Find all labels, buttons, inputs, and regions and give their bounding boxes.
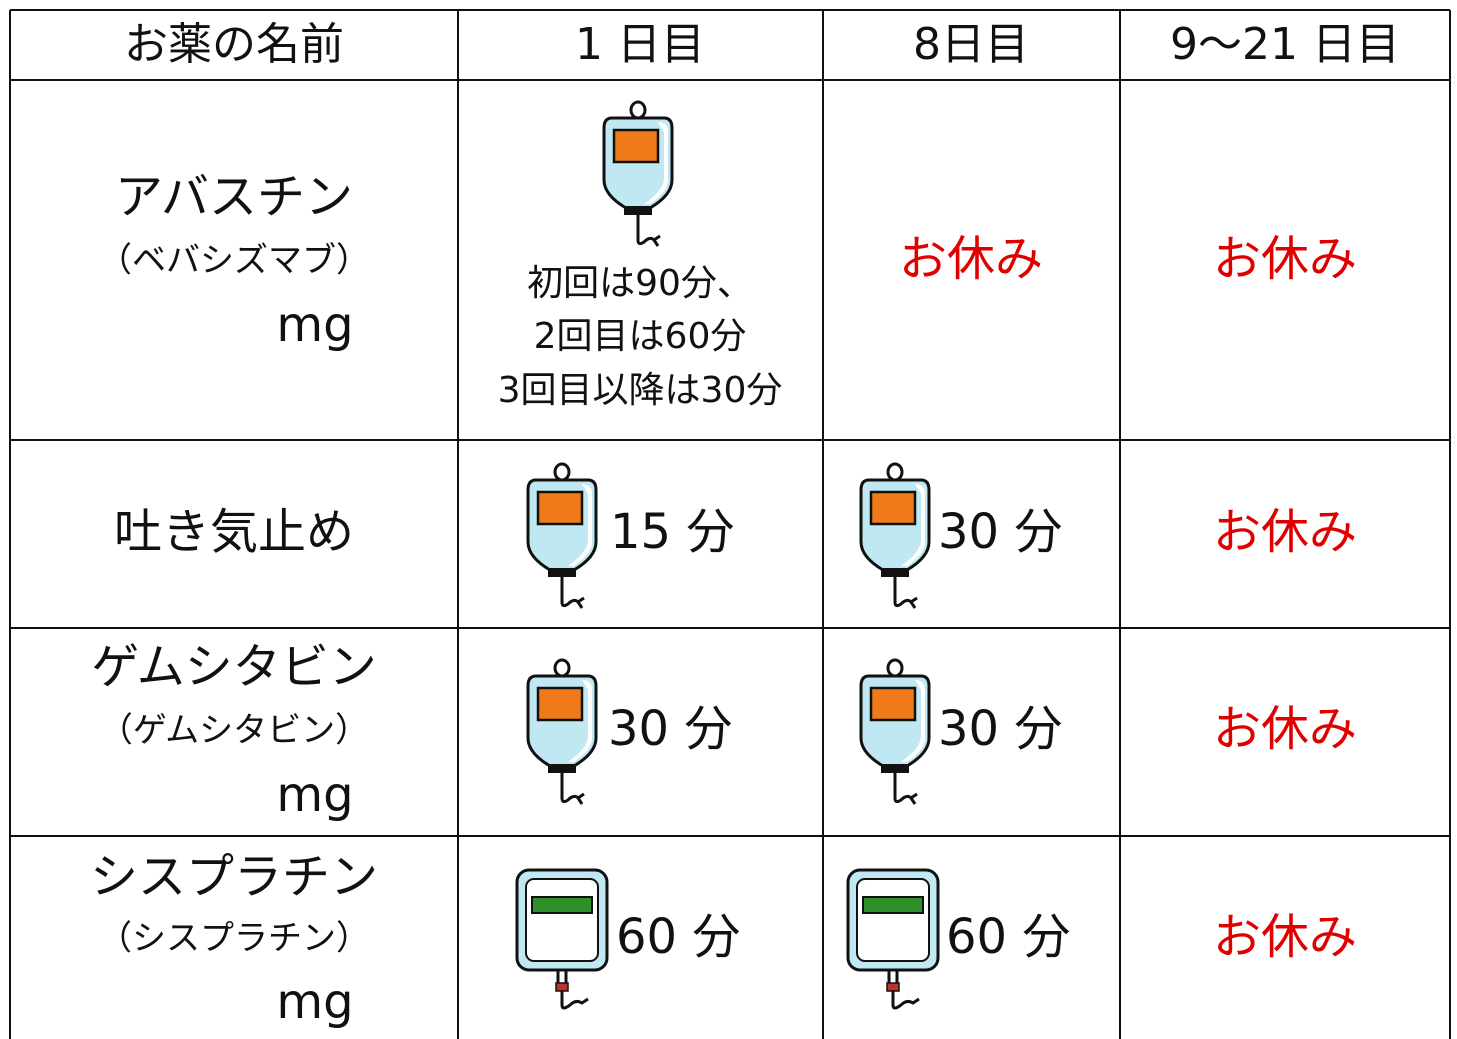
rest-day: お休み [1213,231,1357,287]
iv-bag-icon [859,658,931,806]
iv-bag-icon [526,658,598,806]
duration: 60 分 [616,909,740,965]
duration-note: 初回は90分、 [527,263,753,304]
drug-name: ゲムシタビン [91,639,377,695]
duration-note: 3回目以降は30分 [498,370,783,411]
generic-name: （ゲムシタビン） [99,711,369,751]
header-cell: 8日目 [913,19,1029,70]
drug-name: シスプラチン [90,849,378,905]
generic-name: （ベバシズマブ） [98,241,370,281]
pump-bag-icon [515,868,609,1010]
header-cell: 1 日目 [575,19,705,70]
header-cell: 9〜21 日目 [1170,19,1400,70]
pump-bag-icon [846,868,940,1010]
iv-bag-icon [602,100,674,248]
iv-bag-icon [859,462,931,610]
duration: 30 分 [608,701,732,757]
duration: 30 分 [938,504,1062,560]
duration: 60 分 [946,909,1070,965]
dose-unit: mg [276,974,353,1030]
duration-note: 2回目は60分 [534,316,747,357]
rest-day: お休み [1213,504,1357,560]
rest-day: お休み [1213,701,1357,757]
drug-name: 吐き気止め [114,504,354,560]
dose-unit: mg [276,297,353,353]
drug-name: アバスチン [115,169,353,225]
header-cell: お薬の名前 [124,19,344,70]
rest-day: お休み [1213,909,1357,965]
iv-bag-icon [526,462,598,610]
rest-day: お休み [899,231,1043,287]
generic-name: （シスプラチン） [98,919,370,959]
duration: 30 分 [938,701,1062,757]
grid [9,9,1451,1039]
duration: 15 分 [610,504,734,560]
dose-unit: mg [276,767,353,823]
